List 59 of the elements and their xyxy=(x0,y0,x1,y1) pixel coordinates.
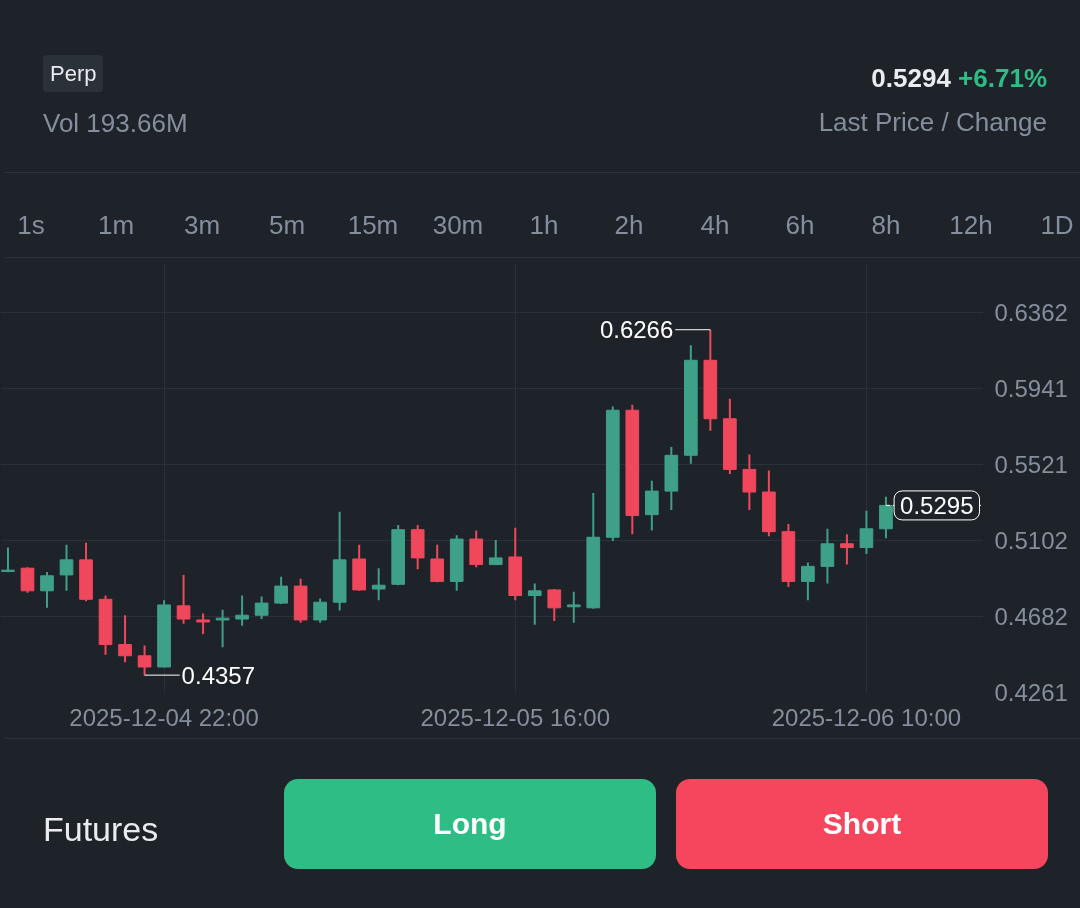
text: 4h xyxy=(699,209,731,242)
x-tick-label: 2025-12-04 22:00 xyxy=(69,703,259,731)
text: 2h xyxy=(613,209,645,242)
y-tick-label: 0.4682 xyxy=(994,602,1068,630)
text: 30m xyxy=(431,209,485,242)
candlestick xyxy=(820,527,835,585)
text: 12h xyxy=(948,209,994,242)
candlestick xyxy=(644,479,659,532)
candlestick xyxy=(40,571,54,609)
y-tick-label: 0.6362 xyxy=(994,298,1068,326)
candlestick xyxy=(59,543,74,592)
text: Long xyxy=(284,779,656,869)
candlestick xyxy=(566,590,581,624)
text: 15m xyxy=(346,209,400,242)
text: Perp xyxy=(43,55,104,93)
candlestick xyxy=(840,533,854,566)
text: 5m xyxy=(267,209,307,242)
x-tick-label: 2025-12-05 16:00 xyxy=(420,703,610,731)
ref-line-label: 0.5295 xyxy=(900,491,974,519)
candlestick xyxy=(274,575,288,606)
y-tick-label: 0.5102 xyxy=(994,526,1068,554)
candlestick xyxy=(859,509,874,556)
candlestick xyxy=(254,595,269,621)
text: +6.71% xyxy=(958,63,1047,93)
candlestick xyxy=(1,546,15,574)
text: 6h xyxy=(784,209,816,242)
y-tick-label: 0.5941 xyxy=(994,375,1068,403)
candlestick xyxy=(20,566,35,594)
candlestick xyxy=(176,573,191,625)
text: 1m xyxy=(96,209,136,242)
candlestick xyxy=(879,495,893,540)
candlestick xyxy=(527,582,542,626)
text: 0.5294 xyxy=(871,63,951,93)
annotation: 0.4357 xyxy=(181,661,256,689)
candlestick xyxy=(313,597,327,624)
text: 1h xyxy=(528,209,560,242)
y-tick-label: 0.4261 xyxy=(994,679,1068,706)
candlestick xyxy=(801,561,815,602)
chart-subtitle: Vol 193.66M xyxy=(43,107,188,140)
text: Short xyxy=(676,779,1048,869)
candlestick xyxy=(235,594,249,627)
x-tick-label: 2025-12-06 10:00 xyxy=(771,703,962,731)
text: 3m xyxy=(182,209,222,242)
y-tick-label: 0.5521 xyxy=(994,451,1068,479)
text: 1s xyxy=(16,209,46,242)
candlestick xyxy=(430,543,445,584)
candlestick xyxy=(118,614,132,664)
text: Futures xyxy=(43,809,159,850)
candlestick xyxy=(371,567,386,602)
text: Last Price / Change xyxy=(818,106,1047,139)
text: 8h xyxy=(870,209,902,242)
candlestick xyxy=(137,644,152,677)
candlestick xyxy=(215,608,230,649)
text: 1D xyxy=(1039,209,1075,242)
candlestick xyxy=(488,538,503,566)
candlestick xyxy=(742,453,757,511)
candlestick xyxy=(547,588,562,623)
annotation: 0.6266 xyxy=(599,316,674,344)
candlestick xyxy=(196,612,210,636)
